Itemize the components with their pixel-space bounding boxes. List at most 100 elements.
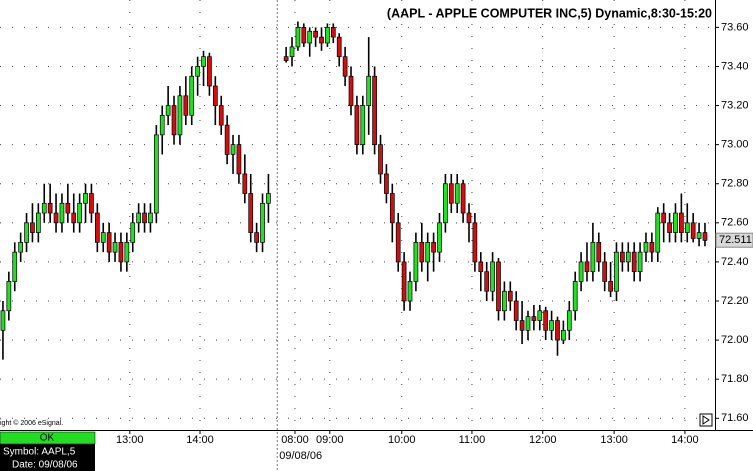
candle-body — [183, 95, 189, 116]
candle-body — [325, 27, 330, 44]
axes: 71.60 71.80 72.00 72.20 72.40 72.60 72.80 73.00… — [116, 21, 753, 462]
x-tick-label: 10:00 — [388, 434, 416, 446]
candle-body — [625, 251, 631, 263]
y-tick-label: 73.40 — [721, 60, 749, 72]
candle-body — [631, 251, 637, 273]
candle-body — [543, 310, 549, 331]
candle-body — [389, 193, 395, 224]
candle-body — [555, 320, 560, 341]
candle-body — [667, 222, 672, 233]
candle-body — [378, 144, 383, 175]
candle-body — [248, 193, 254, 233]
candle-body — [112, 242, 118, 253]
candle-body — [218, 105, 224, 126]
candle-body — [608, 281, 613, 292]
candle-body — [165, 105, 171, 116]
candle-body — [89, 193, 94, 214]
candle-body — [18, 242, 23, 253]
candle-body — [454, 183, 460, 204]
candle-body — [94, 212, 100, 243]
candle-body — [655, 212, 661, 253]
candle-body — [561, 329, 566, 341]
candle-body — [130, 222, 136, 243]
candle-body — [702, 232, 708, 241]
candle-body — [41, 202, 47, 214]
candle-body — [643, 242, 649, 253]
candle-body — [289, 46, 295, 58]
x-tick-label: 12:00 — [529, 434, 557, 446]
candle-body — [437, 222, 442, 253]
candle-body — [83, 193, 88, 204]
candle-body — [484, 271, 490, 292]
candle-body — [578, 261, 584, 282]
candle-body — [224, 124, 230, 155]
candle-body — [230, 144, 236, 155]
candle-body — [153, 134, 159, 214]
candle-body — [431, 242, 436, 253]
candle-body — [407, 281, 413, 302]
symbol-text: Symbol: AAPL,5 — [3, 447, 76, 458]
x-tick-label: 14:00 — [671, 434, 699, 446]
candle-body — [6, 281, 12, 312]
candle-body — [47, 202, 53, 214]
candles — [0, 21, 708, 360]
candle-body — [207, 56, 212, 87]
candle-body — [566, 310, 572, 331]
candle-body — [513, 300, 519, 321]
candle-body — [496, 261, 501, 312]
candle-body — [266, 193, 271, 204]
candle-body — [71, 212, 77, 224]
candle-body — [384, 173, 389, 194]
candle-body — [159, 114, 165, 136]
x-tick-label: 13:00 — [116, 434, 144, 446]
candle-body — [679, 212, 684, 233]
x-tick-label: 14:00 — [186, 434, 214, 446]
candle-body — [673, 212, 678, 233]
candle-body — [106, 232, 112, 253]
candle-body — [283, 56, 289, 61]
candle-body — [596, 242, 602, 263]
candle-body — [537, 310, 543, 321]
candle-body — [466, 212, 472, 224]
cursor-icon — [699, 413, 713, 427]
candle-body — [443, 183, 448, 224]
candle-body — [425, 242, 431, 263]
candle-body — [342, 56, 348, 77]
y-tick-label: 72.80 — [721, 178, 749, 190]
y-tick-label: 71.80 — [721, 373, 749, 385]
candle-body — [590, 242, 596, 273]
candle-body — [118, 242, 124, 263]
status-text: OK — [40, 433, 55, 444]
chart-title: (AAPL - APPLE COMPUTER INC,5) Dynamic,8:… — [387, 6, 712, 20]
candle-body — [690, 222, 696, 239]
last-price-label: 72.511 — [719, 234, 752, 246]
candle-body — [189, 75, 195, 116]
candle-body — [254, 232, 259, 243]
candle-body — [413, 242, 419, 282]
candle-body — [448, 183, 454, 204]
x-tick-label: 09:00 — [316, 434, 344, 446]
candle-body — [620, 251, 625, 263]
candle-body — [53, 212, 59, 224]
candle-body — [136, 212, 141, 224]
y-tick-label: 72.00 — [721, 334, 749, 346]
candle-body — [348, 75, 354, 106]
candle-body — [372, 75, 377, 145]
candle-body — [0, 310, 6, 331]
candle-body — [212, 85, 218, 106]
candle-body — [236, 144, 242, 175]
candle-body — [614, 251, 619, 292]
candle-body — [584, 261, 590, 273]
candle-body — [684, 222, 690, 233]
candle-body — [360, 105, 366, 145]
candle-body — [35, 212, 41, 233]
candle-body — [366, 75, 372, 106]
date-text: Date: 09/08/06 — [12, 460, 78, 471]
candle-body — [242, 173, 248, 194]
candle-body — [124, 242, 130, 263]
y-tick-label: 73.20 — [721, 99, 749, 111]
candle-body — [490, 261, 495, 292]
candle-body — [478, 261, 484, 273]
